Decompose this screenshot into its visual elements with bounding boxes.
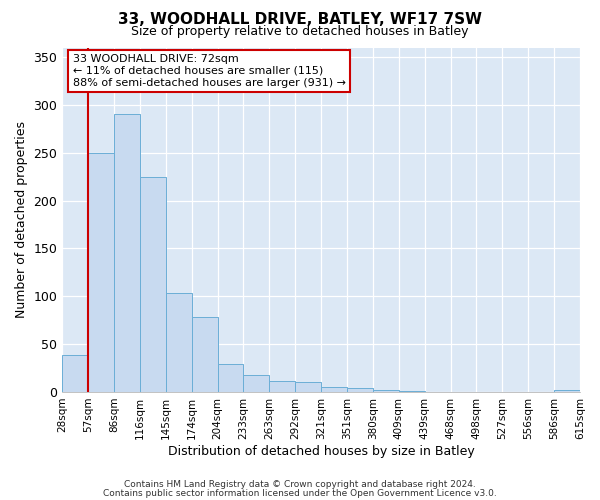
Text: 33, WOODHALL DRIVE, BATLEY, WF17 7SW: 33, WOODHALL DRIVE, BATLEY, WF17 7SW xyxy=(118,12,482,28)
Text: 33 WOODHALL DRIVE: 72sqm
← 11% of detached houses are smaller (115)
88% of semi-: 33 WOODHALL DRIVE: 72sqm ← 11% of detach… xyxy=(73,54,346,88)
Bar xyxy=(192,318,218,392)
X-axis label: Distribution of detached houses by size in Batley: Distribution of detached houses by size … xyxy=(168,444,475,458)
Bar xyxy=(321,387,347,392)
Y-axis label: Number of detached properties: Number of detached properties xyxy=(15,121,28,318)
Bar xyxy=(88,153,114,392)
Bar xyxy=(114,114,140,392)
Bar xyxy=(373,390,399,392)
Bar xyxy=(218,364,244,392)
Bar xyxy=(166,294,192,392)
Bar xyxy=(295,382,321,392)
Bar xyxy=(399,391,425,392)
Bar xyxy=(347,388,373,392)
Text: Size of property relative to detached houses in Batley: Size of property relative to detached ho… xyxy=(131,25,469,38)
Bar xyxy=(62,354,88,392)
Bar xyxy=(244,374,269,392)
Text: Contains public sector information licensed under the Open Government Licence v3: Contains public sector information licen… xyxy=(103,488,497,498)
Text: Contains HM Land Registry data © Crown copyright and database right 2024.: Contains HM Land Registry data © Crown c… xyxy=(124,480,476,489)
Bar xyxy=(269,382,295,392)
Bar xyxy=(554,390,580,392)
Bar xyxy=(140,176,166,392)
